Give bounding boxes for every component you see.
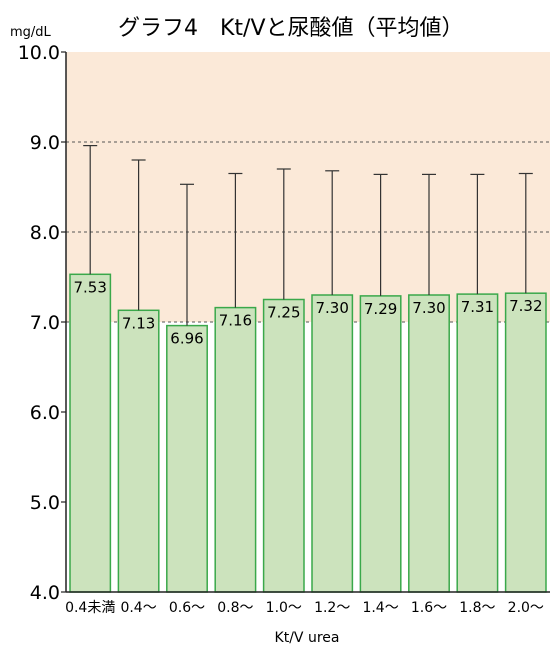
bar xyxy=(166,324,208,593)
y-tick-label: 5.0 xyxy=(30,492,60,514)
y-tick-label: 8.0 xyxy=(30,222,60,244)
x-tick-label: 1.4～ xyxy=(362,600,398,616)
x-tick-label: 0.6～ xyxy=(169,600,205,616)
bar xyxy=(311,294,354,593)
data-label: 7.31 xyxy=(461,298,494,316)
chart-title: グラフ4 Kt/Vと尿酸値（平均値） xyxy=(118,16,464,41)
bar xyxy=(214,306,257,593)
x-axis-label: Kt/V urea xyxy=(275,630,340,646)
bar xyxy=(262,298,305,593)
data-label: 7.13 xyxy=(122,314,155,332)
x-tick-label: 1.2～ xyxy=(314,600,350,616)
data-label: 7.16 xyxy=(219,312,252,330)
bar xyxy=(117,309,160,593)
data-label: 7.25 xyxy=(267,304,300,322)
y-tick-label: 10.0 xyxy=(18,42,60,64)
data-label: 6.96 xyxy=(170,330,203,348)
bar xyxy=(69,273,112,593)
data-label: 7.30 xyxy=(315,299,348,317)
x-tick-label: 1.6～ xyxy=(411,600,447,616)
x-tick-label: 1.8～ xyxy=(459,600,495,616)
data-label: 7.53 xyxy=(73,278,106,296)
y-unit-label: mg/dL xyxy=(10,25,52,40)
x-tick-label: 2.0～ xyxy=(508,600,544,616)
x-tick-label: 0.4～ xyxy=(120,600,156,616)
y-tick-label: 6.0 xyxy=(30,402,60,424)
y-tick-label: 9.0 xyxy=(30,132,60,154)
data-label: 7.29 xyxy=(364,300,397,318)
bar xyxy=(456,293,499,593)
x-tick-label: 0.8～ xyxy=(217,600,253,616)
x-tick-label: 0.4未満 xyxy=(65,600,115,616)
plot-background xyxy=(66,52,550,322)
data-label: 7.32 xyxy=(509,297,542,315)
bar xyxy=(408,294,450,593)
y-tick-label: 7.0 xyxy=(30,312,60,334)
x-tick-label: 1.0～ xyxy=(266,600,302,616)
data-label: 7.30 xyxy=(412,299,445,317)
y-tick-label: 4.0 xyxy=(30,582,60,604)
bar xyxy=(359,295,402,593)
bar xyxy=(504,292,547,593)
